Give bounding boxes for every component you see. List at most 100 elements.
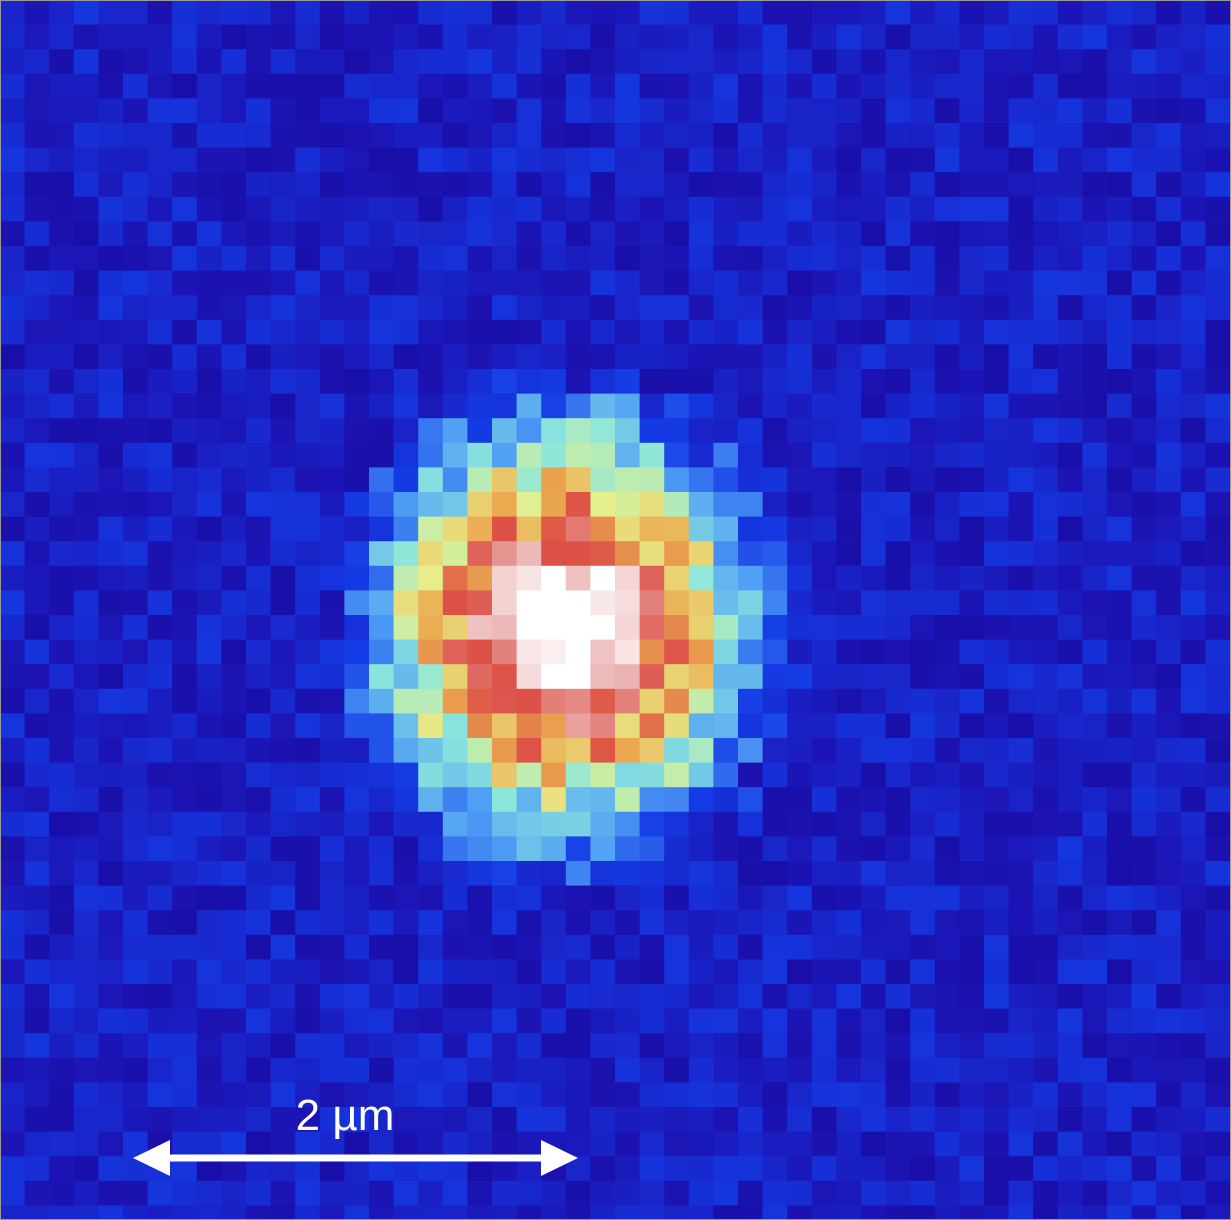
pixel [910, 467, 935, 492]
pixel [886, 812, 911, 837]
pixel [959, 1033, 984, 1058]
pixel [787, 763, 812, 788]
pixel [74, 1132, 99, 1157]
pixel [467, 590, 492, 615]
pixel [172, 1205, 197, 1220]
pixel [467, 123, 492, 148]
pixel [1058, 689, 1083, 714]
pixel [517, 25, 542, 50]
pixel [1082, 935, 1107, 960]
pixel [246, 467, 271, 492]
pixel [1082, 148, 1107, 173]
pixel [615, 49, 640, 74]
pixel [320, 492, 345, 517]
pixel [98, 0, 123, 25]
pixel [910, 1082, 935, 1107]
pixel [1132, 541, 1157, 566]
pixel [664, 1033, 689, 1058]
pixel [763, 566, 788, 591]
pixel [394, 172, 419, 197]
pixel [98, 1082, 123, 1107]
pixel [394, 812, 419, 837]
pixel [1205, 935, 1230, 960]
pixel [713, 98, 738, 123]
pixel [1205, 959, 1230, 984]
pixel [836, 910, 861, 935]
pixel [221, 886, 246, 911]
pixel [492, 1009, 517, 1034]
pixel [836, 1181, 861, 1206]
pixel [566, 197, 591, 222]
pixel [541, 1107, 566, 1132]
pixel [98, 148, 123, 173]
pixel [246, 787, 271, 812]
pixel [984, 590, 1009, 615]
pixel [959, 148, 984, 173]
pixel [640, 566, 665, 591]
pixel [1082, 98, 1107, 123]
pixel [1107, 123, 1132, 148]
pixel [0, 836, 25, 861]
pixel [541, 1205, 566, 1220]
pixel [221, 25, 246, 50]
pixel [197, 197, 222, 222]
pixel [295, 984, 320, 1009]
pixel [467, 984, 492, 1009]
pixel [1009, 0, 1034, 25]
pixel [344, 910, 369, 935]
pixel [590, 1058, 615, 1083]
pixel [221, 763, 246, 788]
pixel [615, 25, 640, 50]
pixel [418, 1107, 443, 1132]
pixel [443, 1132, 468, 1157]
pixel [197, 566, 222, 591]
pixel [590, 910, 615, 935]
pixel [1132, 1205, 1157, 1220]
pixel [566, 812, 591, 837]
pixel [836, 836, 861, 861]
pixel [590, 221, 615, 246]
pixel [566, 0, 591, 25]
pixel [713, 787, 738, 812]
pixel [221, 320, 246, 345]
pixel [886, 320, 911, 345]
pixel [861, 49, 886, 74]
pixel [197, 689, 222, 714]
pixel [172, 344, 197, 369]
pixel [861, 517, 886, 542]
pixel [492, 467, 517, 492]
pixel [566, 1107, 591, 1132]
pixel [172, 123, 197, 148]
pixel [566, 1058, 591, 1083]
pixel [787, 0, 812, 25]
pixel [713, 886, 738, 911]
pixel [664, 0, 689, 25]
pixel [492, 98, 517, 123]
pixel [197, 1009, 222, 1034]
pixel [517, 1181, 542, 1206]
pixel [812, 836, 837, 861]
pixel [1033, 49, 1058, 74]
pixel [713, 271, 738, 296]
pixel [615, 0, 640, 25]
pixel [197, 935, 222, 960]
pixel [74, 590, 99, 615]
pixel [25, 910, 50, 935]
pixel [640, 1156, 665, 1181]
pixel [541, 615, 566, 640]
pixel [517, 467, 542, 492]
pixel [812, 984, 837, 1009]
pixel [123, 787, 148, 812]
pixel [1009, 1058, 1034, 1083]
pixel [738, 1082, 763, 1107]
pixel [418, 959, 443, 984]
pixel [812, 246, 837, 271]
pixel [984, 271, 1009, 296]
pixel [812, 1107, 837, 1132]
pixel [320, 1033, 345, 1058]
pixel [689, 836, 714, 861]
pixel [1156, 1107, 1181, 1132]
pixel [197, 369, 222, 394]
pixel [74, 467, 99, 492]
pixel [295, 1205, 320, 1220]
